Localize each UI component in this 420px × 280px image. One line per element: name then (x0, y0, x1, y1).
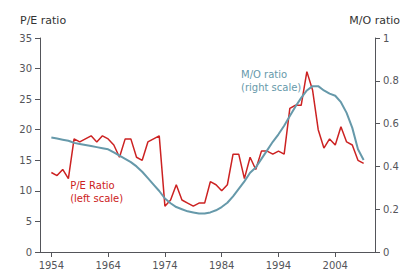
svg-text:5: 5 (26, 216, 32, 227)
svg-text:P/E Ratio: P/E Ratio (70, 180, 115, 191)
svg-text:1: 1 (383, 33, 389, 44)
svg-text:1984: 1984 (209, 260, 234, 271)
svg-text:0: 0 (383, 247, 389, 258)
svg-text:M/O ratio: M/O ratio (349, 14, 400, 27)
svg-text:(right scale): (right scale) (241, 82, 301, 93)
svg-text:10: 10 (19, 185, 32, 196)
svg-text:0.6: 0.6 (383, 118, 399, 129)
svg-text:30: 30 (19, 63, 32, 74)
svg-text:M/O ratio: M/O ratio (241, 69, 287, 80)
svg-text:(left scale): (left scale) (70, 193, 123, 204)
svg-text:1974: 1974 (152, 260, 177, 271)
svg-text:20: 20 (19, 124, 32, 135)
svg-text:0.4: 0.4 (383, 161, 399, 172)
svg-text:0.2: 0.2 (383, 204, 399, 215)
svg-text:35: 35 (19, 33, 32, 44)
svg-text:1994: 1994 (266, 260, 291, 271)
svg-text:2004: 2004 (323, 260, 348, 271)
svg-text:15: 15 (19, 155, 32, 166)
svg-text:0.8: 0.8 (383, 75, 399, 86)
svg-text:25: 25 (19, 94, 32, 105)
svg-text:P/E ratio: P/E ratio (20, 14, 66, 27)
svg-text:0: 0 (26, 247, 32, 258)
svg-text:1964: 1964 (95, 260, 120, 271)
svg-text:1954: 1954 (39, 260, 64, 271)
